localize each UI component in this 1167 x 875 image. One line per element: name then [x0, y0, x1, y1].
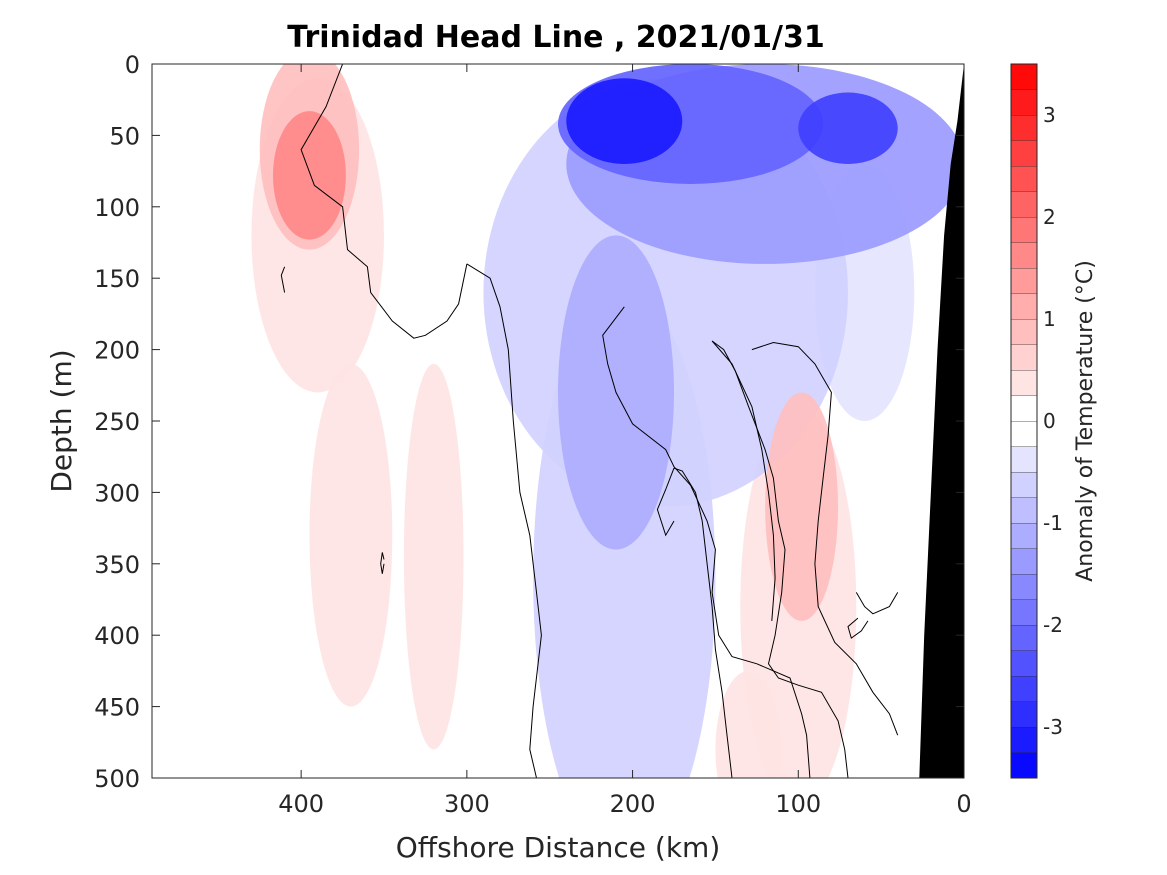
colorbar-title: Anomaly of Temperature (°C): [1073, 260, 1098, 582]
colorbar-segment: [1011, 548, 1037, 574]
colorbar-segment: [1011, 727, 1037, 753]
x-tick-label: 400: [278, 790, 324, 818]
colorbar-segment: [1011, 599, 1037, 625]
colorbar-segment: [1011, 446, 1037, 472]
colorbar-frame: [1010, 63, 1038, 779]
x-tick-label: 100: [775, 790, 821, 818]
x-tick-label: 0: [956, 790, 971, 818]
zero-contour-line: [380, 552, 385, 574]
y-tick-label: 250: [94, 408, 140, 436]
y-tick-label: 150: [94, 265, 140, 293]
colorbar-segment: [1011, 523, 1037, 549]
zero-contour-line: [300, 64, 468, 339]
colorbar-segment: [1011, 574, 1037, 600]
zero-contour-lines: [280, 64, 899, 778]
y-tick-label: 400: [94, 622, 140, 650]
y-tick-label: 350: [94, 551, 140, 579]
colorbar-segment: [1011, 701, 1037, 727]
colorbar-segment: [1011, 140, 1037, 166]
zero-contour-line: [855, 592, 899, 615]
y-tick-label: 200: [94, 337, 140, 365]
zero-contour-line: [673, 467, 733, 778]
colorbar-tick-label: -3: [1043, 715, 1063, 739]
colorbar-tick-label: -1: [1043, 511, 1063, 535]
anomaly-region: [403, 363, 464, 750]
colorbar-segment: [1011, 497, 1037, 523]
zero-contour-line: [602, 306, 811, 778]
anomaly-region: [798, 92, 898, 164]
y-tick-label: 100: [94, 194, 140, 222]
anomaly-region: [309, 363, 393, 707]
colorbar-segment: [1011, 293, 1037, 319]
colorbar-segment: [1011, 64, 1037, 90]
colorbar-tick-label: 3: [1043, 103, 1056, 127]
colorbar-segment: [1011, 115, 1037, 141]
y-tick-label: 0: [125, 51, 140, 79]
x-tick-label: 300: [444, 790, 490, 818]
anomaly-region: [272, 111, 346, 240]
zero-contour-line: [711, 340, 776, 621]
colorbar-tick-label: 0: [1043, 409, 1056, 433]
colorbar-segment: [1011, 319, 1037, 345]
colorbar-tick-label: 1: [1043, 307, 1056, 331]
colorbar-segment: [1011, 166, 1037, 192]
zero-contour-line: [711, 340, 849, 778]
colorbar-segment: [1011, 625, 1037, 651]
land-mask: [919, 64, 964, 778]
y-tick-label: 450: [94, 694, 140, 722]
colorbar: -3 -2 -1 0 1 2 3: [1010, 63, 1063, 779]
colorbar-segment: [1011, 472, 1037, 498]
zero-contour-line: [847, 617, 869, 639]
colorbar-segment: [1011, 395, 1037, 421]
anomaly-region: [765, 392, 839, 621]
colorbar-segment: [1011, 89, 1037, 115]
colorbar-segment: [1011, 344, 1037, 370]
land-shape: [919, 64, 964, 778]
y-axis-title: Depth (m): [45, 349, 78, 492]
zero-contour-line: [751, 341, 899, 736]
colorbar-segment: [1011, 421, 1037, 447]
colorbar-tick-label: 2: [1043, 205, 1056, 229]
x-tick-label: 200: [610, 790, 656, 818]
colorbar-segment: [1011, 268, 1037, 294]
zero-contour-line: [656, 467, 675, 537]
zero-contour-line: [466, 263, 542, 778]
colorbar-tick-label: -2: [1043, 613, 1063, 637]
colorbar-segment: [1011, 752, 1037, 778]
colorbar-segment: [1011, 217, 1037, 243]
colorbar-segment: [1011, 370, 1037, 396]
anomaly-region: [566, 78, 683, 164]
chart-title: Trinidad Head Line , 2021/01/31: [287, 20, 824, 55]
colorbar-segment: [1011, 242, 1037, 268]
colorbar-segment: [1011, 676, 1037, 702]
y-axis: 0 50 100 150 200 250 300 350 400 450 500: [94, 51, 964, 793]
x-axis-title: Offshore Distance (km): [396, 831, 721, 864]
y-tick-label: 300: [94, 479, 140, 507]
colorbar-segment: [1011, 191, 1037, 217]
zero-contour-line: [280, 266, 286, 293]
colorbar-segment: [1011, 650, 1037, 676]
x-axis: 400 300 200 100 0: [278, 64, 972, 818]
y-tick-label: 500: [94, 765, 140, 793]
y-tick-label: 50: [109, 122, 140, 150]
